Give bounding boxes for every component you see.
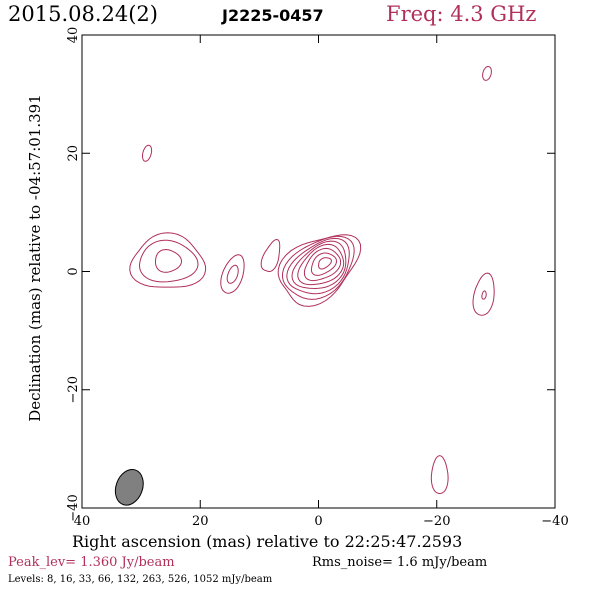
x-tick-label: −40 — [541, 514, 568, 529]
beam-ellipse — [114, 468, 144, 506]
y-tick-label: −20 — [66, 376, 81, 403]
contour-component-at-15-mas-level-1 — [220, 254, 245, 294]
contour-eastern-component-level-2 — [138, 239, 199, 283]
contour-eastern-component-level-3 — [155, 248, 183, 273]
y-tick-label: −40 — [66, 494, 81, 521]
y-axis-label: Declination (mas) relative to -04:57:01.… — [26, 94, 44, 422]
peak-level: Peak_lev= 1.360 Jy/beam — [8, 555, 175, 570]
frequency-label: Freq: 4.3 GHz — [386, 2, 537, 26]
x-tick-label: 0 — [314, 514, 322, 529]
contour-core-level-4 — [291, 240, 347, 290]
contour-core-level-2 — [281, 235, 355, 300]
contour-north-east-spot-level-1 — [142, 144, 153, 162]
x-tick-label: 20 — [192, 514, 209, 529]
plot-frame — [81, 34, 556, 509]
y-tick-label: 20 — [66, 145, 81, 162]
contour-west-component-level-1 — [472, 272, 495, 316]
observation-date: 2015.08.24(2) — [8, 2, 158, 26]
contour-core-level-3 — [286, 237, 350, 295]
x-tick-label: 40 — [74, 514, 91, 529]
contour-core-level-7 — [310, 252, 338, 276]
contour-west-component-level-2 — [481, 290, 487, 300]
beam-layer — [114, 468, 144, 506]
contour-core-level-6 — [303, 247, 342, 282]
source-name: J2225-0457 — [222, 6, 324, 25]
axis-ticks: 40 20 0 −20 −40 −40 −20 0 20 40 — [66, 27, 569, 529]
rms-noise: Rms_noise= 1.6 mJy/beam — [312, 555, 488, 570]
contour-north-west-spot-level-1 — [482, 66, 492, 81]
contour-core-level-1 — [277, 234, 362, 307]
contour-core-level-8 — [318, 257, 332, 270]
y-tick-label: 0 — [66, 267, 81, 275]
contour-levels: Levels: 8, 16, 33, 66, 132, 263, 526, 10… — [8, 574, 273, 585]
x-tick-label: −20 — [423, 514, 450, 529]
contour-component-at-15-mas-level-2 — [226, 264, 239, 284]
y-tick-label: 40 — [66, 27, 81, 44]
contour-core-level-5 — [297, 243, 345, 286]
contour-south-spot-level-1 — [430, 455, 449, 495]
contour-component-near-core-level-1 — [260, 238, 281, 272]
x-axis-label: Right ascension (mas) relative to 22:25:… — [72, 532, 463, 551]
contour-lines — [129, 66, 495, 495]
contour-eastern-component-level-1 — [129, 232, 207, 288]
